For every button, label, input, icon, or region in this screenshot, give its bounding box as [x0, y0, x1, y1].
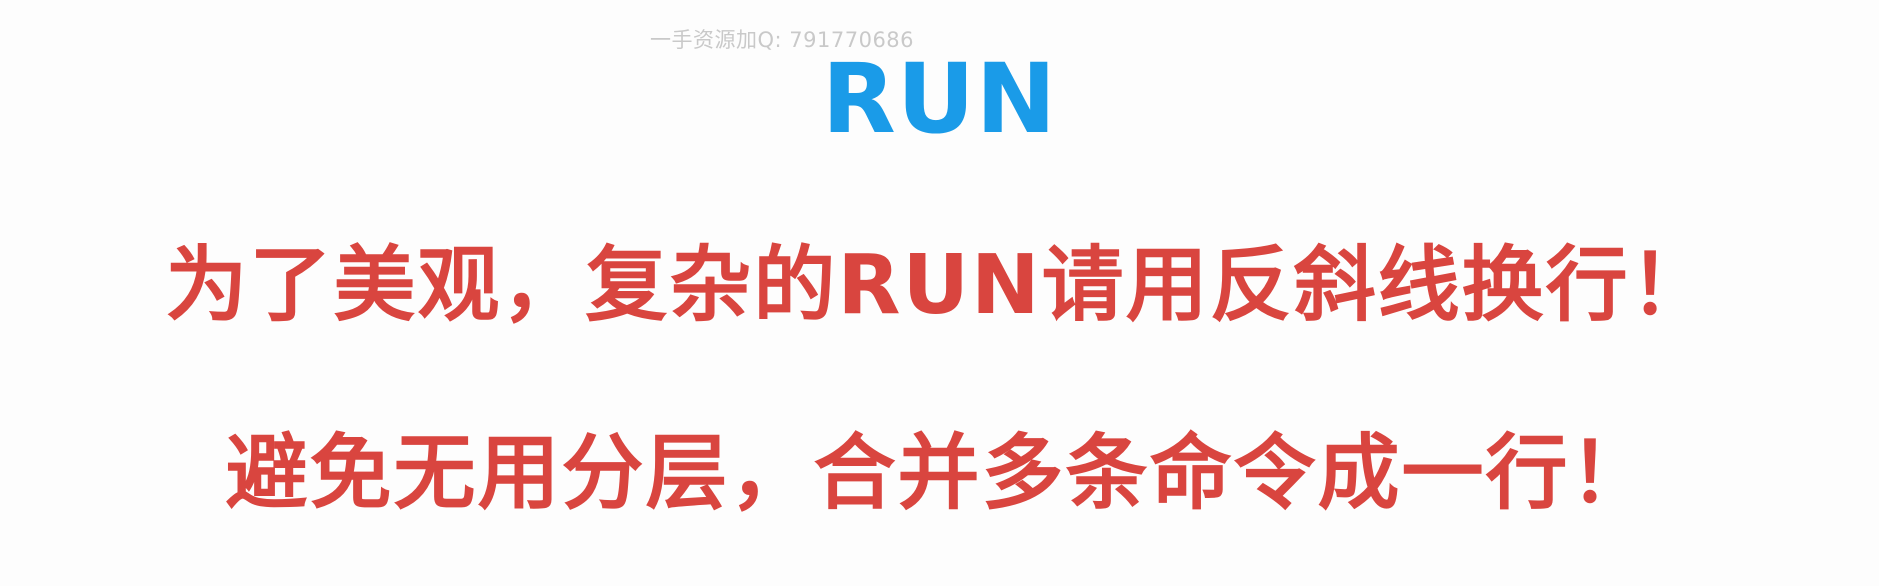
- tip-line-1: 为了美观，复杂的RUN请用反斜线换行！: [165, 238, 1714, 333]
- slide-title: RUN: [821, 43, 1058, 155]
- tip-line-2: 避免无用分层，合并多条命令成一行！: [225, 426, 1654, 521]
- watermark-text: 一手资源加Q: 791770686: [650, 28, 915, 52]
